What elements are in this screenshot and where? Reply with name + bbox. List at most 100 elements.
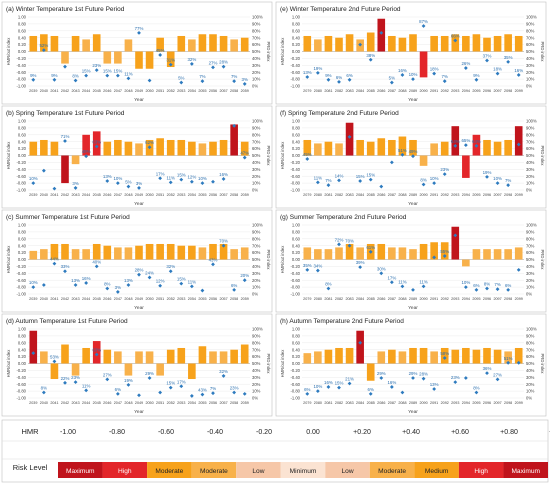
hmr-bar <box>356 330 364 364</box>
prd-point <box>495 287 500 292</box>
x-tick-label: 2087 <box>388 193 396 197</box>
prd-label: 63% <box>92 140 101 145</box>
x-tick-label: 2095 <box>472 89 480 93</box>
prd-point <box>211 391 215 396</box>
x-tick-label: 2086 <box>377 89 385 93</box>
prd-point <box>73 283 78 287</box>
y-tick-label: -0.60 <box>16 70 26 75</box>
x-tick-label: 2088 <box>398 193 406 197</box>
y-tick-label: -1.00 <box>290 292 300 297</box>
prd-label: 11% <box>314 175 323 180</box>
prd-point <box>389 280 394 285</box>
y2-tick-label: 60% <box>252 250 261 255</box>
prd-point <box>242 82 247 86</box>
hmr-bar <box>388 139 396 156</box>
x-tick-label: 2055 <box>198 193 206 197</box>
prd-point <box>179 281 184 286</box>
prd-point <box>168 385 173 390</box>
x-tick-label: 2090 <box>419 401 427 405</box>
x-tick-label: 2048 <box>124 401 132 405</box>
x-tick-label: 2079 <box>303 193 311 197</box>
x-tick-label: 2045 <box>93 297 101 301</box>
legend-hmr-value: -0.20 <box>256 429 272 436</box>
hmr-bar <box>462 155 470 178</box>
y-tick-label: -0.60 <box>16 382 26 387</box>
prd-point <box>158 53 163 57</box>
y-tick-label: 0.00 <box>18 257 27 262</box>
hmr-bar <box>345 347 354 364</box>
prd-point <box>421 284 426 289</box>
x-tick-label: 2089 <box>409 401 417 405</box>
hmr-bar <box>198 247 207 260</box>
prd-label: 19% <box>313 66 322 71</box>
hmr-bar <box>71 363 80 376</box>
x-tick-label: 2044 <box>82 193 90 197</box>
y2-tick-label: 40% <box>526 160 535 165</box>
x-tick-label: 2091 <box>430 401 438 405</box>
x-axis-label: Year <box>408 201 418 207</box>
prd-label: 7% <box>505 178 511 183</box>
x-tick-label: 2041 <box>50 401 58 405</box>
x-tick-label: 2094 <box>462 401 470 405</box>
y2-tick-label: 100% <box>252 327 263 332</box>
prd-label: 16% <box>514 68 523 73</box>
hmr-bar <box>314 351 322 364</box>
y-tick-label: 0.40 <box>292 35 301 40</box>
y2-axis-label: PRD index <box>540 41 545 62</box>
y2-tick-label: 80% <box>252 132 261 137</box>
x-tick-label: 2052 <box>167 89 175 93</box>
x-tick-label: 2057 <box>219 89 227 93</box>
x-axis-label: Year <box>408 97 418 103</box>
y2-axis-label: PRD index <box>540 145 545 166</box>
prd-label: 7% <box>199 74 205 79</box>
prd-point <box>147 145 152 150</box>
x-tick-label: 2095 <box>472 193 480 197</box>
prd-point <box>315 389 320 393</box>
x-tick-label: 2091 <box>430 297 438 301</box>
hmr-bar <box>209 34 217 52</box>
prd-label: 11% <box>166 175 175 180</box>
prd-point <box>389 80 394 85</box>
hmr-bar <box>388 35 396 52</box>
y2-tick-label: 70% <box>252 243 261 248</box>
prd-point <box>31 181 36 185</box>
y-tick-label: -0.80 <box>16 77 26 82</box>
prd-label: 5% <box>178 76 184 81</box>
hmr-bar <box>493 249 502 260</box>
prd-point <box>337 385 341 390</box>
hmr-bar <box>40 139 48 156</box>
y2-tick-label: 90% <box>526 22 535 27</box>
hmr-bar <box>177 35 186 52</box>
hmr-bar <box>483 37 491 52</box>
y-tick-label: -0.20 <box>16 56 26 61</box>
y-axis-label: HMR/out index <box>280 37 285 66</box>
prd-label: 6% <box>336 75 342 80</box>
x-tick-label: 2081 <box>324 89 332 93</box>
chart-panel: (h) Autumn Temperature 2nd Future Period… <box>275 313 547 417</box>
x-tick-label: 2094 <box>462 193 470 197</box>
hmr-bar <box>230 349 238 364</box>
panel-frame <box>275 313 547 417</box>
prd-point <box>368 177 373 182</box>
x-tick-label: 2096 <box>483 297 491 301</box>
hmr-bar <box>103 349 112 364</box>
hmr-bar <box>188 245 196 260</box>
hmr-bar <box>50 35 59 52</box>
prd-point <box>200 79 205 84</box>
y-axis-label: HMR/out index <box>6 349 11 378</box>
prd-label: 10% <box>461 280 470 285</box>
hmr-bar <box>219 351 228 364</box>
x-tick-label: 2092 <box>441 297 449 301</box>
prd-label: 49% <box>409 149 418 154</box>
x-tick-label: 2081 <box>324 193 332 197</box>
risk-label: High <box>118 468 132 475</box>
y2-tick-label: 90% <box>526 230 535 235</box>
prd-label: 13% <box>303 70 312 75</box>
prd-point <box>242 278 247 283</box>
prd-label: 10% <box>409 72 418 77</box>
prd-label: 15% <box>177 173 186 178</box>
hmr-bar <box>177 347 186 364</box>
hmr-bar <box>335 347 343 364</box>
hmr-bar <box>145 243 154 260</box>
y-tick-label: 1.00 <box>18 119 27 124</box>
